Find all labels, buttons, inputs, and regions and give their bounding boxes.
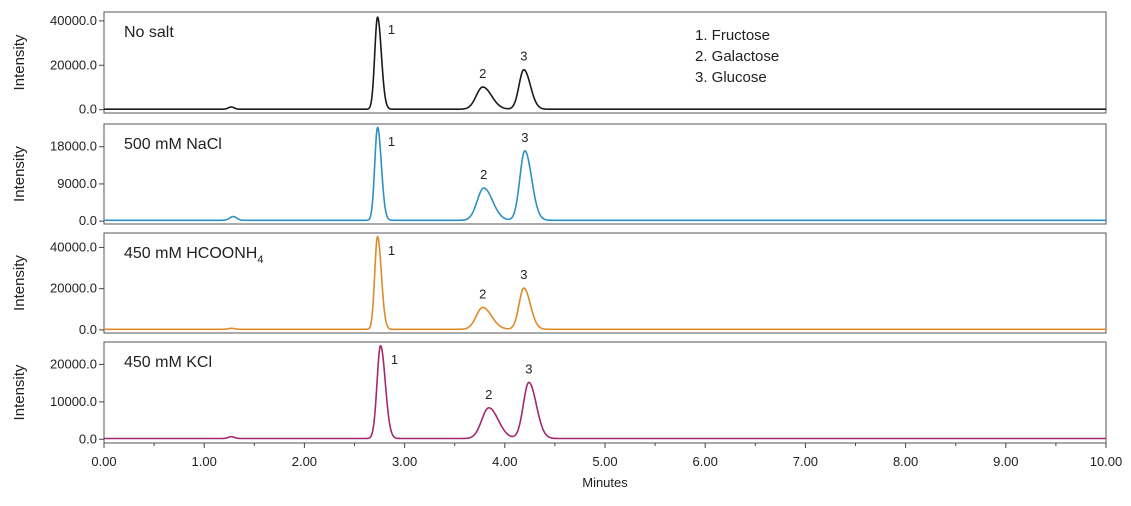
peak-label: 3: [525, 361, 532, 376]
peak-label: 2: [485, 387, 492, 402]
x-tick-label: 4.00: [492, 454, 517, 469]
x-axis-label: Minutes: [582, 475, 628, 490]
trace-line: [103, 344, 1107, 440]
x-tick-label: 7.00: [793, 454, 818, 469]
y-tick-label: 0.0: [79, 431, 97, 446]
x-tick-label: 5.00: [592, 454, 617, 469]
y-tick-label: 18000.0: [50, 139, 97, 154]
panel-frame: [103, 341, 1107, 444]
y-axis-label: Intensity: [11, 364, 28, 420]
peak-label: 3: [520, 267, 527, 282]
y-tick-label: 40000.0: [50, 239, 97, 254]
panel-frame: [103, 11, 1107, 114]
y-tick-label: 0.0: [79, 322, 97, 337]
peak-label: 1: [388, 22, 395, 37]
panel-label-subscript: 4: [257, 254, 263, 266]
peak-label: 1: [388, 134, 395, 149]
x-tick-label: 10.00: [1090, 454, 1123, 469]
y-axis-label: Intensity: [11, 255, 28, 311]
y-tick-label: 40000.0: [50, 13, 97, 28]
trace-line: [103, 235, 1107, 331]
x-tick-label: 8.00: [893, 454, 918, 469]
y-axis-label: Intensity: [11, 146, 28, 202]
peak-label: 2: [479, 66, 486, 81]
y-tick-label: 0.0: [79, 213, 97, 228]
x-tick-label: 0.00: [91, 454, 116, 469]
y-tick-label: 20000.0: [50, 281, 97, 296]
panel-label: No salt: [124, 24, 174, 41]
peak-label: 1: [388, 243, 395, 258]
trace-line: [103, 126, 1107, 222]
peak-label: 3: [520, 49, 527, 64]
x-tick-label: 9.00: [993, 454, 1018, 469]
x-tick-label: 2.00: [292, 454, 317, 469]
legend-entry: 1. Fructose: [695, 27, 770, 44]
panel-label: 450 mM KCl: [124, 354, 212, 371]
peak-label: 3: [521, 130, 528, 145]
panel-frame: [103, 123, 1107, 225]
y-tick-label: 20000.0: [50, 57, 97, 72]
y-axis-label: Intensity: [11, 34, 28, 90]
y-tick-label: 20000.0: [50, 356, 97, 371]
peak-label: 2: [480, 167, 487, 182]
x-tick-label: 3.00: [392, 454, 417, 469]
peak-label: 2: [479, 286, 486, 301]
panel-label: 500 mM NaCl: [124, 136, 222, 153]
legend-entry: 2. Galactose: [695, 48, 779, 65]
panel-label: 450 mM HCOONH4: [124, 245, 263, 266]
x-tick-label: 1.00: [192, 454, 217, 469]
peak-label: 1: [391, 352, 398, 367]
y-tick-label: 0.0: [79, 102, 97, 117]
trace-line: [103, 16, 1107, 111]
y-tick-label: 9000.0: [57, 176, 97, 191]
legend-entry: 3. Glucose: [695, 69, 767, 86]
x-tick-label: 6.00: [693, 454, 718, 469]
y-tick-label: 10000.0: [50, 394, 97, 409]
panel-frame: [103, 232, 1107, 334]
